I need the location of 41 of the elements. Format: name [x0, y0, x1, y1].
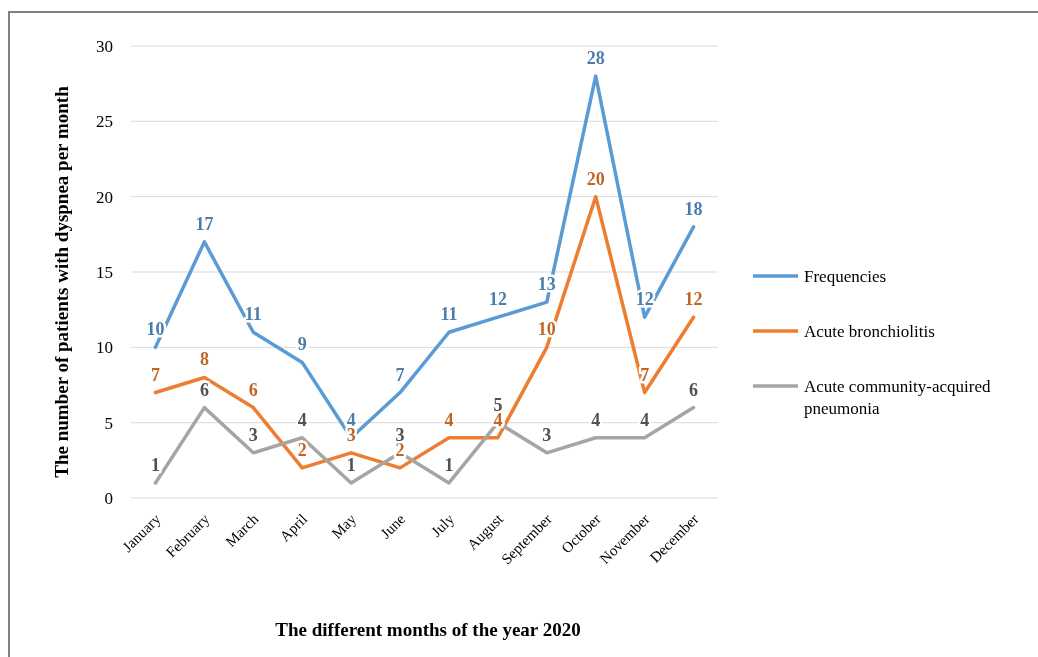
data-label: 7 — [150, 364, 160, 385]
x-axis-title: The different months of the year 2020 — [275, 619, 581, 640]
data-label: 1 — [444, 454, 454, 475]
data-label: 1 — [346, 454, 356, 475]
data-label: 18 — [684, 198, 703, 219]
data-label: 3 — [248, 424, 258, 445]
y-tick-label: 5 — [104, 413, 113, 433]
y-tick-label: 20 — [96, 187, 113, 207]
data-label: 17 — [195, 213, 214, 234]
data-label: 4 — [591, 409, 601, 430]
legend-label: Acute bronchiolitis — [804, 321, 935, 341]
data-label: 1 — [150, 454, 160, 475]
data-label: 12 — [488, 289, 507, 310]
data-label: 9 — [297, 334, 307, 355]
x-tick-label: May — [328, 510, 360, 542]
x-tick-label: June — [377, 510, 409, 542]
data-label: 6 — [199, 379, 209, 400]
data-label: 3 — [542, 424, 552, 445]
data-label: 12 — [684, 289, 703, 310]
data-label: 2 — [297, 439, 307, 460]
data-label: 4 — [444, 409, 454, 430]
data-label: 8 — [199, 349, 209, 370]
data-label: 11 — [440, 304, 458, 325]
data-label: 4 — [640, 409, 650, 430]
data-label: 4 — [297, 409, 307, 430]
y-tick-label: 0 — [104, 488, 113, 508]
legend-label: Acute community-acquired pneumonia — [804, 376, 991, 418]
data-label: 6 — [248, 379, 258, 400]
y-tick-label: 15 — [96, 262, 113, 282]
y-axis-title: The number of patients with dyspnea per month — [51, 85, 72, 478]
x-tick-label: July — [428, 510, 458, 540]
data-label: 7 — [640, 364, 650, 385]
data-label: 11 — [244, 304, 262, 325]
y-tick-label: 25 — [96, 112, 113, 132]
legend-label: Frequencies — [804, 266, 887, 286]
y-tick-label: 10 — [96, 338, 113, 358]
data-label: 28 — [586, 48, 605, 69]
data-label: 7 — [395, 364, 405, 385]
y-tick-label: 30 — [96, 36, 113, 56]
data-label: 20 — [586, 168, 605, 189]
data-label: 6 — [689, 379, 699, 400]
